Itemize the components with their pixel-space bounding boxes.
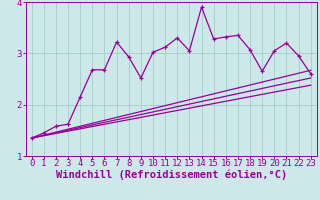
X-axis label: Windchill (Refroidissement éolien,°C): Windchill (Refroidissement éolien,°C): [56, 170, 287, 180]
